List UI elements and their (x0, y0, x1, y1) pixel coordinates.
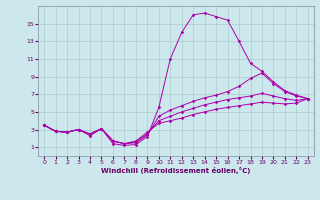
X-axis label: Windchill (Refroidissement éolien,°C): Windchill (Refroidissement éolien,°C) (101, 167, 251, 174)
